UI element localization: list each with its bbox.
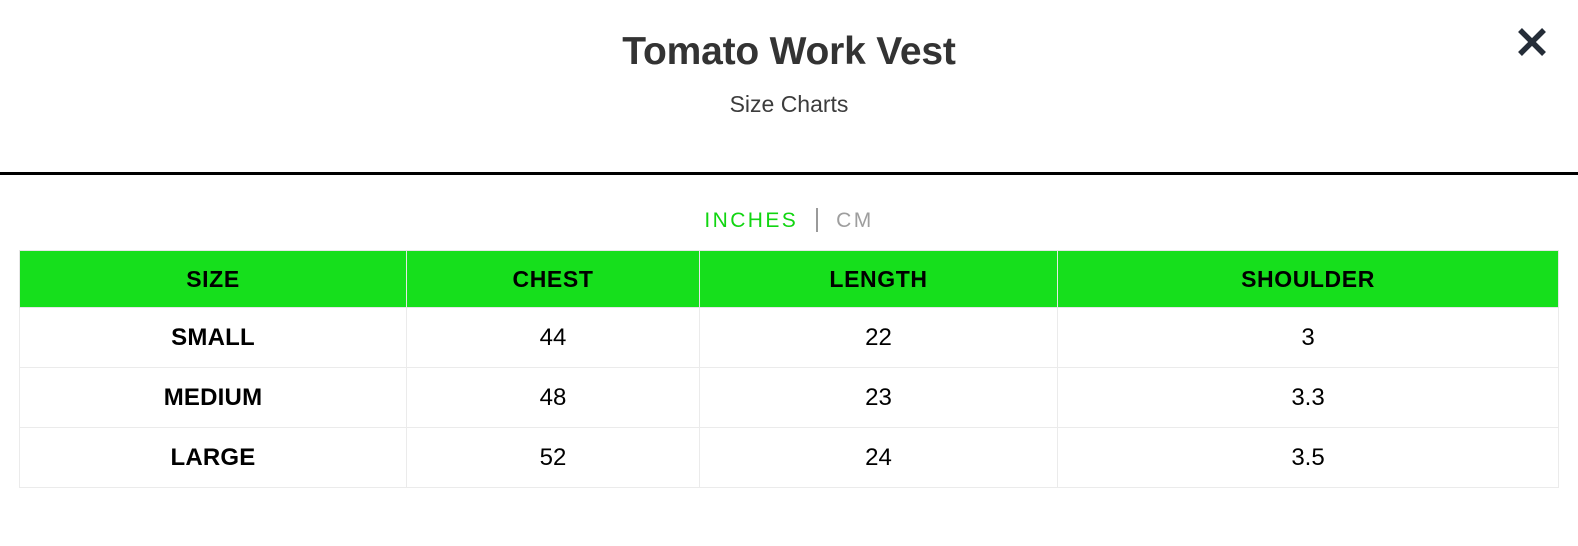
cell-length: 22 [699,308,1057,368]
page-title: Tomato Work Vest [622,30,956,73]
table-row: LARGE 52 24 3.5 [19,428,1559,488]
unit-toggle: INCHES CM [0,175,1578,232]
unit-separator [816,208,819,232]
cell-size: SMALL [19,308,406,368]
column-header-chest: CHEST [406,250,699,308]
unit-option-cm[interactable]: CM [836,208,874,232]
modal-subtitle: Size Charts [729,91,849,118]
modal-header: Tomato Work Vest Size Charts [0,0,1578,175]
column-header-size: SIZE [19,250,406,308]
table-row: MEDIUM 48 23 3.3 [19,368,1559,428]
cell-shoulder: 3.5 [1057,428,1559,488]
cell-shoulder: 3 [1057,308,1559,368]
cell-shoulder: 3.3 [1057,368,1559,428]
column-header-shoulder: SHOULDER [1057,250,1559,308]
table-header-row: SIZE CHEST LENGTH SHOULDER [19,250,1559,308]
size-table-wrapper: SIZE CHEST LENGTH SHOULDER SMALL 44 22 3… [0,232,1578,488]
column-header-length: LENGTH [699,250,1057,308]
unit-option-inches[interactable]: INCHES [704,208,799,232]
cell-chest: 48 [406,368,699,428]
close-icon [1514,24,1550,60]
cell-length: 24 [699,428,1057,488]
close-button[interactable] [1508,18,1556,66]
size-chart-table: SIZE CHEST LENGTH SHOULDER SMALL 44 22 3… [19,250,1559,488]
cell-size: MEDIUM [19,368,406,428]
cell-chest: 52 [406,428,699,488]
cell-length: 23 [699,368,1057,428]
cell-size: LARGE [19,428,406,488]
table-row: SMALL 44 22 3 [19,308,1559,368]
cell-chest: 44 [406,308,699,368]
